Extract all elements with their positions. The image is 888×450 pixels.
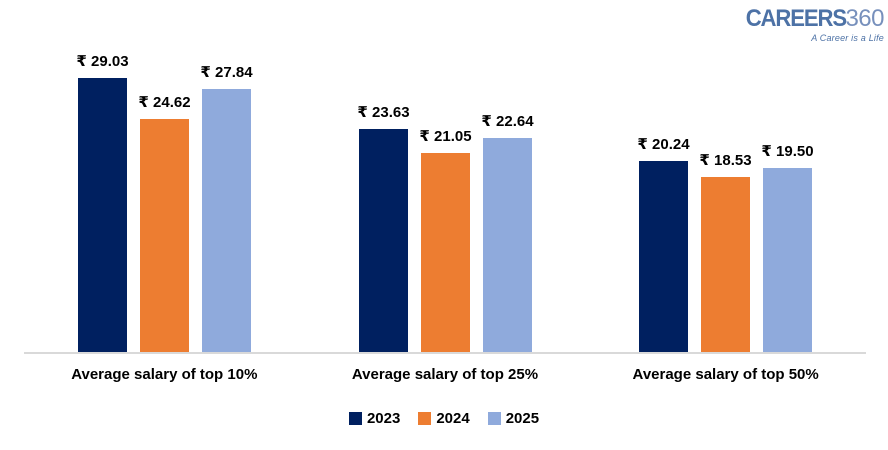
legend-item-2024: 2024: [418, 410, 470, 427]
logo-wordmark: CAREERS360: [737, 5, 884, 32]
legend-label-2025: 2025: [505, 410, 540, 427]
bar-2023-cat1: [78, 78, 127, 352]
category-label-3: Average salary of top 50%: [632, 366, 819, 383]
category-label-1: Average salary of top 10%: [71, 366, 258, 383]
data-label-2024-cat1: ₹ 24.62: [138, 94, 191, 111]
bar-2024-cat3: [701, 177, 750, 352]
legend-swatch-2024: [418, 412, 432, 425]
data-label-2025-cat2: ₹ 22.64: [481, 113, 534, 130]
bar-2024-cat1: [140, 119, 189, 352]
careers360-logo: CAREERS360 A Career is a Life: [737, 5, 884, 43]
logo-tagline: A Career is a Life: [811, 33, 884, 43]
data-label-2023-cat3: ₹ 20.24: [637, 136, 690, 153]
category-label-2: Average salary of top 25%: [351, 366, 539, 383]
bar-2025-cat2: [483, 138, 532, 352]
data-label-2023-cat2: ₹ 23.63: [357, 104, 410, 121]
data-label-2025-cat1: ₹ 27.84: [200, 64, 253, 81]
legend-item-2023: 2023: [348, 410, 401, 427]
bar-2023-cat2: [359, 129, 408, 352]
chart-legend: 2023 2024 2025: [0, 410, 888, 427]
data-label-2025-cat3: ₹ 19.50: [761, 143, 814, 160]
logo-text-360: 360: [845, 5, 884, 32]
legend-item-2025: 2025: [487, 410, 540, 427]
data-label-2023-cat1: ₹ 29.03: [76, 53, 129, 70]
logo-text-careers: CAREERS: [745, 5, 846, 32]
bar-2025-cat3: [763, 168, 812, 352]
x-axis-line: [24, 352, 866, 354]
bar-2024-cat2: [421, 153, 470, 352]
data-label-2024-cat3: ₹ 18.53: [699, 152, 752, 169]
legend-label-2024: 2024: [436, 410, 470, 427]
bar-2023-cat3: [639, 161, 688, 352]
legend-label-2023: 2023: [366, 410, 401, 427]
legend-swatch-2023: [348, 412, 362, 425]
bar-2025-cat1: [202, 89, 251, 352]
legend-swatch-2025: [487, 412, 501, 425]
data-label-2024-cat2: ₹ 21.05: [419, 128, 472, 145]
